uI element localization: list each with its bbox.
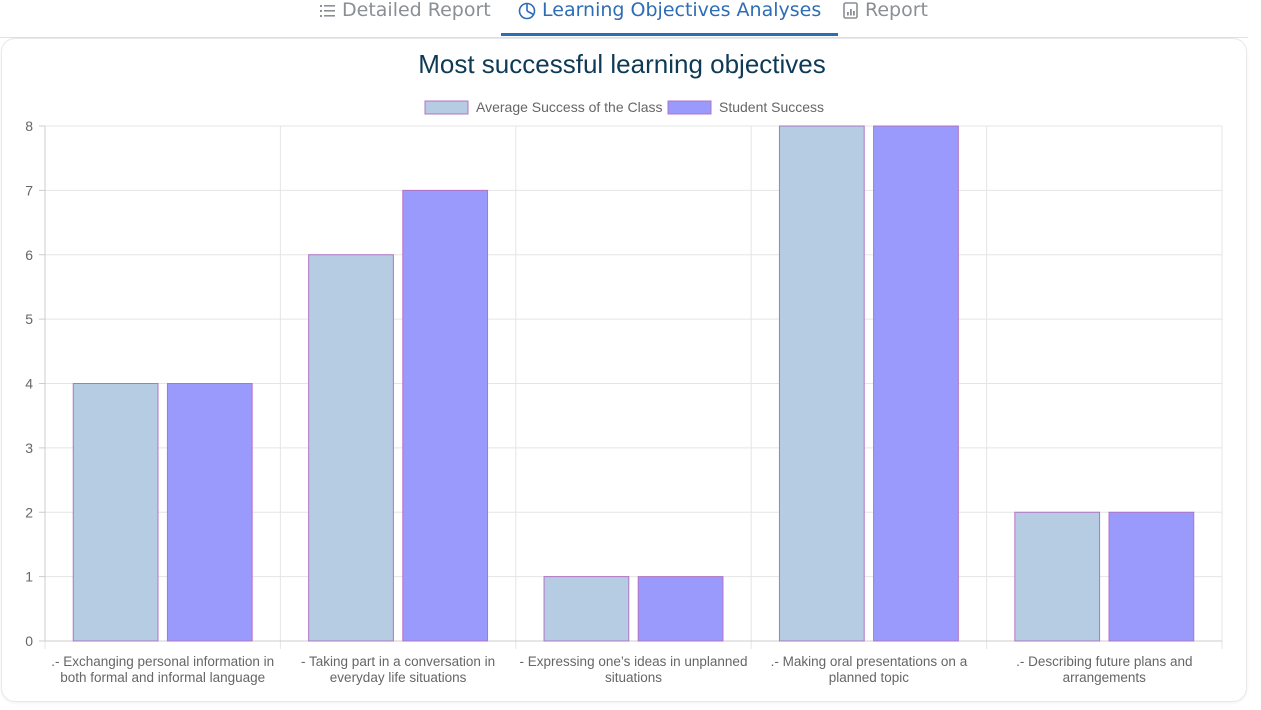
category-label: planned topic [829, 670, 910, 685]
tick-label-y: 2 [25, 504, 33, 520]
category-label: .- Exchanging personal information in [51, 654, 274, 669]
tick-label-y: 0 [25, 633, 33, 649]
bar [1108, 511, 1195, 642]
category-label: .- Describing future plans and [1016, 654, 1192, 669]
legend-swatch [424, 100, 469, 115]
tab-label: Detailed Report [342, 0, 491, 21]
category-label: .- Making oral presentations on a [771, 654, 968, 669]
tick-label-y: 3 [25, 440, 33, 456]
tab-learning-objectives-analyses[interactable]: Learning Objectives Analyses [501, 0, 839, 36]
tick-label-y: 4 [25, 376, 33, 392]
legend-label: Student Success [719, 99, 824, 115]
list-icon [320, 0, 336, 23]
category-label: - Expressing one’s ideas in unplanned [520, 654, 748, 669]
bar [72, 383, 159, 642]
tab-bar: Detailed Report Learning Objectives Anal… [0, 0, 1248, 38]
bar [778, 125, 865, 642]
pie-chart-icon [518, 0, 536, 24]
category-label: - Taking part in a conversation in [301, 654, 495, 669]
bar [543, 576, 630, 642]
tick-label-y: 7 [25, 182, 33, 198]
tick-label-y: 1 [25, 569, 33, 585]
legend-swatch [667, 100, 712, 115]
tab-label: Learning Objectives Analyses [542, 0, 822, 21]
report-icon [843, 0, 859, 24]
bar [637, 576, 724, 642]
category-label: arrangements [1063, 670, 1147, 685]
legend-label: Average Success of the Class [476, 99, 663, 115]
tick-label-y: 5 [25, 311, 33, 327]
tick-label-y: 8 [25, 118, 33, 134]
bar [402, 189, 489, 642]
tick-label-y: 6 [25, 247, 33, 263]
tab-label: Report [865, 0, 928, 21]
chart-title: Most successful learning objectives [418, 49, 826, 79]
category-label: everyday life situations [330, 670, 467, 685]
bar [166, 383, 253, 642]
tab-detailed-report[interactable]: Detailed Report [320, 0, 491, 36]
bar [873, 125, 959, 642]
bar [308, 254, 394, 642]
bar [1014, 511, 1101, 642]
category-label: situations [605, 670, 662, 685]
category-label: both formal and informal language [60, 670, 265, 685]
tab-report[interactable]: Report [843, 0, 928, 36]
